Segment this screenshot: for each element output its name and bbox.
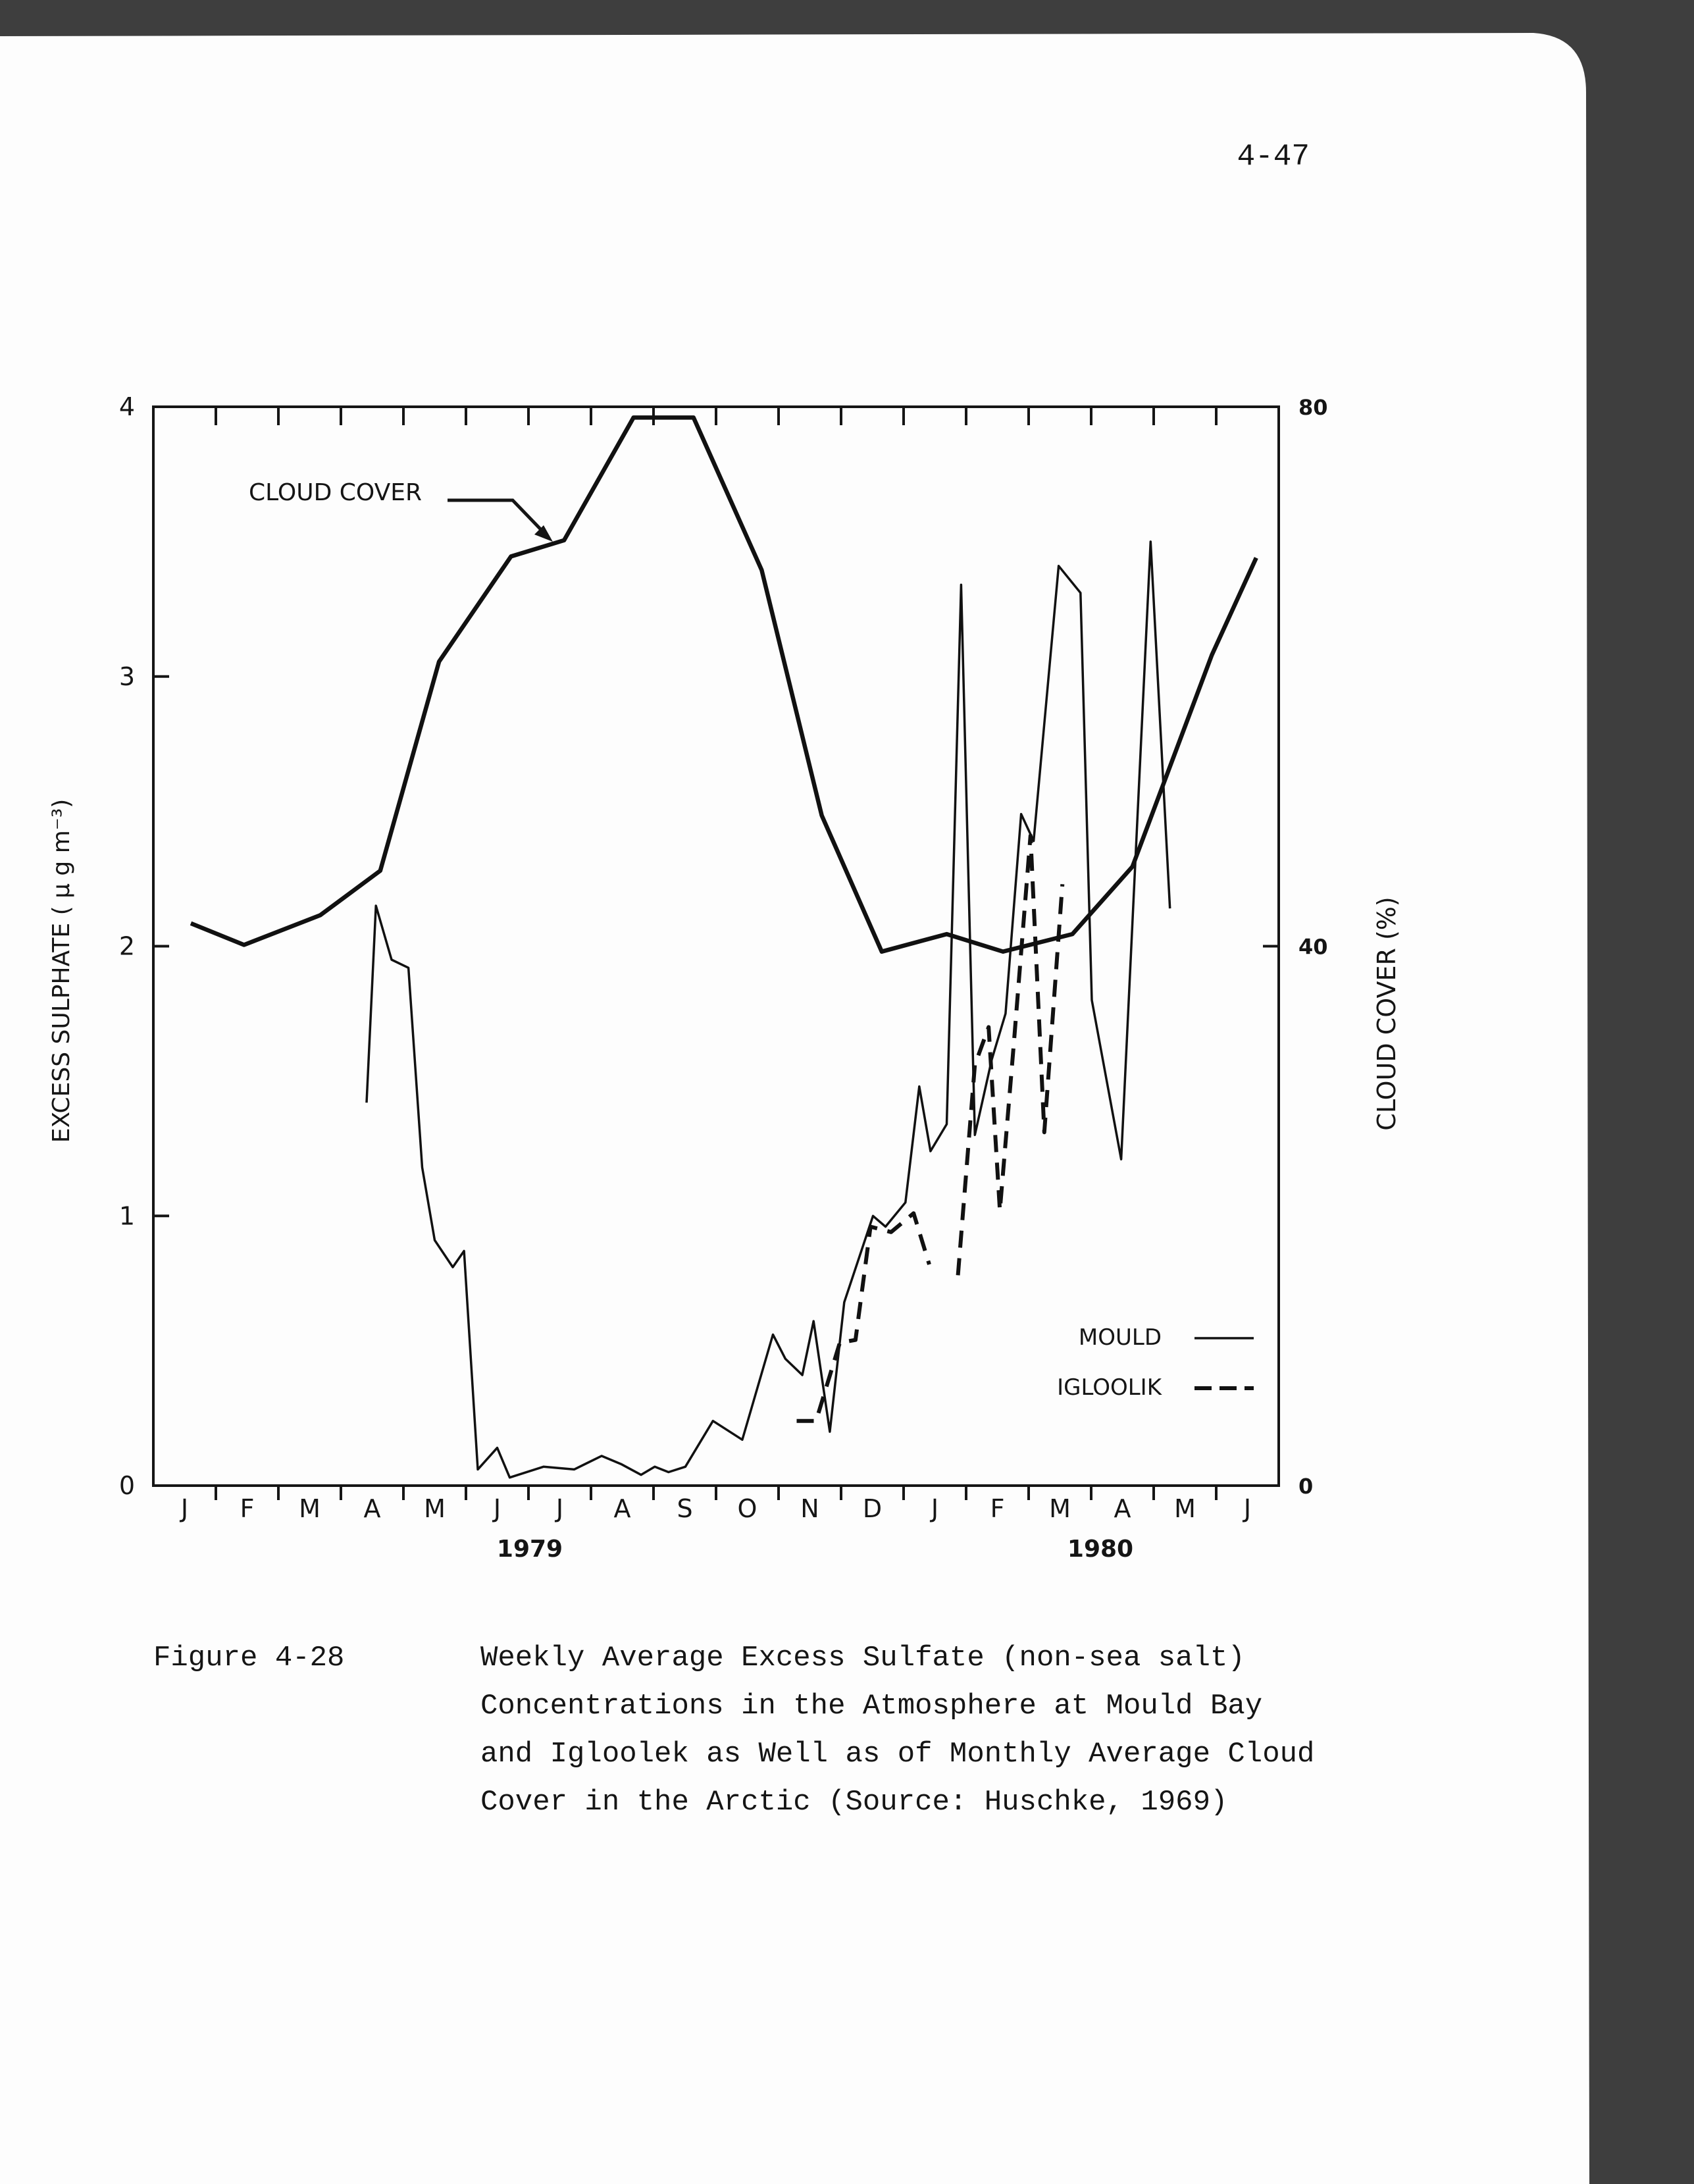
x-tick-label: J <box>1243 1494 1251 1523</box>
x-tick-label: S <box>677 1494 692 1523</box>
x-tick-label: M <box>299 1494 321 1523</box>
legend-label: IGLOOLIK <box>1057 1374 1163 1401</box>
x-tick-label: M <box>1174 1494 1196 1523</box>
x-tick-label: M <box>1049 1494 1071 1523</box>
series-annotation: CLOUD COVER <box>249 479 422 506</box>
y2-tick-label: 80 <box>1298 395 1328 420</box>
y-tick-label: 3 <box>119 662 135 691</box>
x-tick-label: A <box>364 1494 381 1523</box>
y-tick-label: 4 <box>119 392 135 421</box>
x-tick-label: J <box>555 1494 563 1523</box>
x-tick-label: J <box>492 1494 501 1523</box>
legend-label: MOULD <box>1079 1324 1162 1351</box>
y-axis-label: EXCESS SULPHATE ( µ g m⁻³) <box>48 799 75 1143</box>
caption-line: and Igloolek as Well as of Monthly Avera… <box>480 1738 1314 1771</box>
x-tick-label: J <box>930 1494 938 1523</box>
annotation-arrowhead <box>534 525 553 542</box>
x-tick-label: J <box>180 1494 188 1523</box>
series-line <box>365 540 1171 1479</box>
series-line <box>796 833 1065 1423</box>
y-tick-label: 1 <box>119 1201 135 1230</box>
y2-tick-label: 0 <box>1298 1474 1313 1499</box>
x-tick-label: F <box>240 1494 255 1523</box>
x-tick-label: O <box>738 1494 757 1523</box>
figure-label: Figure 4-28 <box>153 1642 344 1675</box>
y2-axis-label: CLOUD COVER (%) <box>1372 897 1401 1130</box>
caption-line: Weekly Average Excess Sulfate (non-sea s… <box>480 1642 1245 1675</box>
annotation-arrow <box>448 498 549 538</box>
page-number: 4-47 <box>1237 140 1310 174</box>
caption-line: Concentrations in the Atmosphere at Moul… <box>480 1690 1262 1723</box>
caption-line: Cover in the Arctic (Source: Huschke, 19… <box>480 1786 1227 1819</box>
x-tick-label: F <box>990 1494 1005 1523</box>
y2-tick-label: 40 <box>1298 935 1328 960</box>
y-tick-label: 0 <box>119 1471 135 1500</box>
x-tick-label: D <box>863 1494 882 1523</box>
series-line <box>190 415 1258 954</box>
x-tick-label: A <box>614 1494 631 1523</box>
year-label: 1980 <box>1067 1536 1133 1563</box>
paper <box>0 33 1589 2184</box>
x-tick-label: M <box>424 1494 446 1523</box>
x-tick-label: N <box>800 1494 819 1523</box>
year-label: 1979 <box>497 1536 563 1563</box>
x-tick-label: A <box>1114 1494 1131 1523</box>
y-tick-label: 2 <box>119 932 135 961</box>
